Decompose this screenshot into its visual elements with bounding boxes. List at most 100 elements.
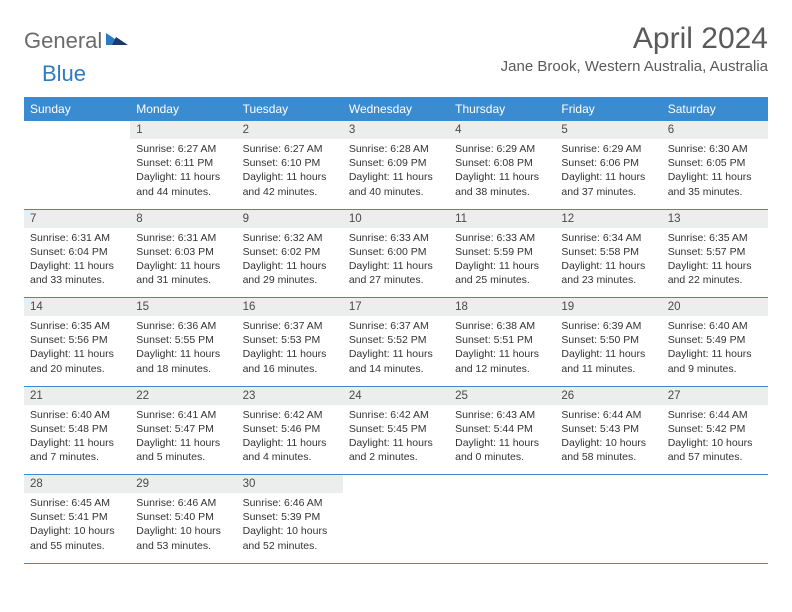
sunset-text: Sunset: 5:58 PM — [561, 245, 655, 259]
info-row: Sunrise: 6:35 AMSunset: 5:56 PMDaylight:… — [24, 316, 768, 386]
day-info-cell: Sunrise: 6:43 AMSunset: 5:44 PMDaylight:… — [449, 405, 555, 475]
day-info-cell: Sunrise: 6:29 AMSunset: 6:06 PMDaylight:… — [555, 139, 661, 209]
calendar-table: Sunday Monday Tuesday Wednesday Thursday… — [24, 97, 768, 564]
day-number-cell: 2 — [237, 121, 343, 139]
daynum-row: 78910111213 — [24, 209, 768, 228]
daylight-text: Daylight: 11 hours and 16 minutes. — [243, 347, 337, 375]
day-number-cell: 24 — [343, 386, 449, 405]
day-number-cell: 19 — [555, 298, 661, 317]
day-info-cell: Sunrise: 6:27 AMSunset: 6:11 PMDaylight:… — [130, 139, 236, 209]
sunset-text: Sunset: 6:02 PM — [243, 245, 337, 259]
sunrise-text: Sunrise: 6:31 AM — [136, 231, 230, 245]
daylight-text: Daylight: 11 hours and 4 minutes. — [243, 436, 337, 464]
sunset-text: Sunset: 5:51 PM — [455, 333, 549, 347]
sunrise-text: Sunrise: 6:31 AM — [30, 231, 124, 245]
day-info-cell: Sunrise: 6:40 AMSunset: 5:48 PMDaylight:… — [24, 405, 130, 475]
day-info-cell: Sunrise: 6:42 AMSunset: 5:46 PMDaylight:… — [237, 405, 343, 475]
day-number-cell: 25 — [449, 386, 555, 405]
sunset-text: Sunset: 5:53 PM — [243, 333, 337, 347]
day-number-cell: 26 — [555, 386, 661, 405]
daylight-text: Daylight: 11 hours and 14 minutes. — [349, 347, 443, 375]
day-info-cell: Sunrise: 6:27 AMSunset: 6:10 PMDaylight:… — [237, 139, 343, 209]
day-header: Wednesday — [343, 97, 449, 121]
daylight-text: Daylight: 11 hours and 7 minutes. — [30, 436, 124, 464]
daylight-text: Daylight: 11 hours and 9 minutes. — [668, 347, 762, 375]
logo-text-blue: Blue — [42, 61, 86, 87]
day-number-cell: 28 — [24, 475, 130, 494]
day-number-cell: 11 — [449, 209, 555, 228]
day-number-cell: 29 — [130, 475, 236, 494]
day-number-cell — [449, 475, 555, 494]
daylight-text: Daylight: 11 hours and 37 minutes. — [561, 170, 655, 198]
daylight-text: Daylight: 11 hours and 2 minutes. — [349, 436, 443, 464]
day-number-cell: 1 — [130, 121, 236, 139]
logo-text-general: General — [24, 28, 102, 54]
calendar-header-row: Sunday Monday Tuesday Wednesday Thursday… — [24, 97, 768, 121]
day-info-cell: Sunrise: 6:46 AMSunset: 5:39 PMDaylight:… — [237, 493, 343, 563]
month-title: April 2024 — [501, 22, 768, 56]
day-number-cell — [343, 475, 449, 494]
day-info-cell: Sunrise: 6:37 AMSunset: 5:53 PMDaylight:… — [237, 316, 343, 386]
day-header: Thursday — [449, 97, 555, 121]
sunset-text: Sunset: 6:04 PM — [30, 245, 124, 259]
day-number-cell: 13 — [662, 209, 768, 228]
day-number-cell: 15 — [130, 298, 236, 317]
sunset-text: Sunset: 5:49 PM — [668, 333, 762, 347]
daynum-row: 282930 — [24, 475, 768, 494]
sunset-text: Sunset: 5:41 PM — [30, 510, 124, 524]
sunrise-text: Sunrise: 6:40 AM — [668, 319, 762, 333]
daylight-text: Daylight: 11 hours and 20 minutes. — [30, 347, 124, 375]
sunset-text: Sunset: 5:45 PM — [349, 422, 443, 436]
sunset-text: Sunset: 5:52 PM — [349, 333, 443, 347]
sunset-text: Sunset: 5:57 PM — [668, 245, 762, 259]
daylight-text: Daylight: 11 hours and 38 minutes. — [455, 170, 549, 198]
day-number-cell: 5 — [555, 121, 661, 139]
sunset-text: Sunset: 5:48 PM — [30, 422, 124, 436]
sunset-text: Sunset: 5:56 PM — [30, 333, 124, 347]
day-number-cell — [662, 475, 768, 494]
sunrise-text: Sunrise: 6:39 AM — [561, 319, 655, 333]
day-info-cell — [449, 493, 555, 563]
day-header: Saturday — [662, 97, 768, 121]
daylight-text: Daylight: 11 hours and 44 minutes. — [136, 170, 230, 198]
sunrise-text: Sunrise: 6:46 AM — [136, 496, 230, 510]
sunset-text: Sunset: 5:50 PM — [561, 333, 655, 347]
sunset-text: Sunset: 5:59 PM — [455, 245, 549, 259]
sunrise-text: Sunrise: 6:33 AM — [349, 231, 443, 245]
logo: General — [24, 28, 130, 54]
sunset-text: Sunset: 5:40 PM — [136, 510, 230, 524]
day-info-cell: Sunrise: 6:34 AMSunset: 5:58 PMDaylight:… — [555, 228, 661, 298]
day-number-cell: 6 — [662, 121, 768, 139]
info-row: Sunrise: 6:27 AMSunset: 6:11 PMDaylight:… — [24, 139, 768, 209]
day-info-cell: Sunrise: 6:37 AMSunset: 5:52 PMDaylight:… — [343, 316, 449, 386]
sunrise-text: Sunrise: 6:33 AM — [455, 231, 549, 245]
daylight-text: Daylight: 11 hours and 12 minutes. — [455, 347, 549, 375]
sunrise-text: Sunrise: 6:32 AM — [243, 231, 337, 245]
day-number-cell: 9 — [237, 209, 343, 228]
day-info-cell: Sunrise: 6:41 AMSunset: 5:47 PMDaylight:… — [130, 405, 236, 475]
sunrise-text: Sunrise: 6:28 AM — [349, 142, 443, 156]
day-number-cell: 18 — [449, 298, 555, 317]
daylight-text: Daylight: 11 hours and 18 minutes. — [136, 347, 230, 375]
day-number-cell — [24, 121, 130, 139]
day-number-cell: 12 — [555, 209, 661, 228]
day-info-cell: Sunrise: 6:29 AMSunset: 6:08 PMDaylight:… — [449, 139, 555, 209]
day-info-cell: Sunrise: 6:36 AMSunset: 5:55 PMDaylight:… — [130, 316, 236, 386]
day-info-cell: Sunrise: 6:39 AMSunset: 5:50 PMDaylight:… — [555, 316, 661, 386]
day-header: Sunday — [24, 97, 130, 121]
daylight-text: Daylight: 10 hours and 53 minutes. — [136, 524, 230, 552]
info-row: Sunrise: 6:45 AMSunset: 5:41 PMDaylight:… — [24, 493, 768, 563]
day-info-cell: Sunrise: 6:30 AMSunset: 6:05 PMDaylight:… — [662, 139, 768, 209]
day-info-cell: Sunrise: 6:35 AMSunset: 5:57 PMDaylight:… — [662, 228, 768, 298]
sunset-text: Sunset: 6:03 PM — [136, 245, 230, 259]
sunrise-text: Sunrise: 6:38 AM — [455, 319, 549, 333]
day-number-cell: 23 — [237, 386, 343, 405]
daylight-text: Daylight: 11 hours and 22 minutes. — [668, 259, 762, 287]
sunrise-text: Sunrise: 6:36 AM — [136, 319, 230, 333]
day-number-cell: 16 — [237, 298, 343, 317]
sunset-text: Sunset: 6:09 PM — [349, 156, 443, 170]
day-info-cell — [555, 493, 661, 563]
daylight-text: Daylight: 11 hours and 29 minutes. — [243, 259, 337, 287]
daylight-text: Daylight: 11 hours and 35 minutes. — [668, 170, 762, 198]
sunrise-text: Sunrise: 6:41 AM — [136, 408, 230, 422]
